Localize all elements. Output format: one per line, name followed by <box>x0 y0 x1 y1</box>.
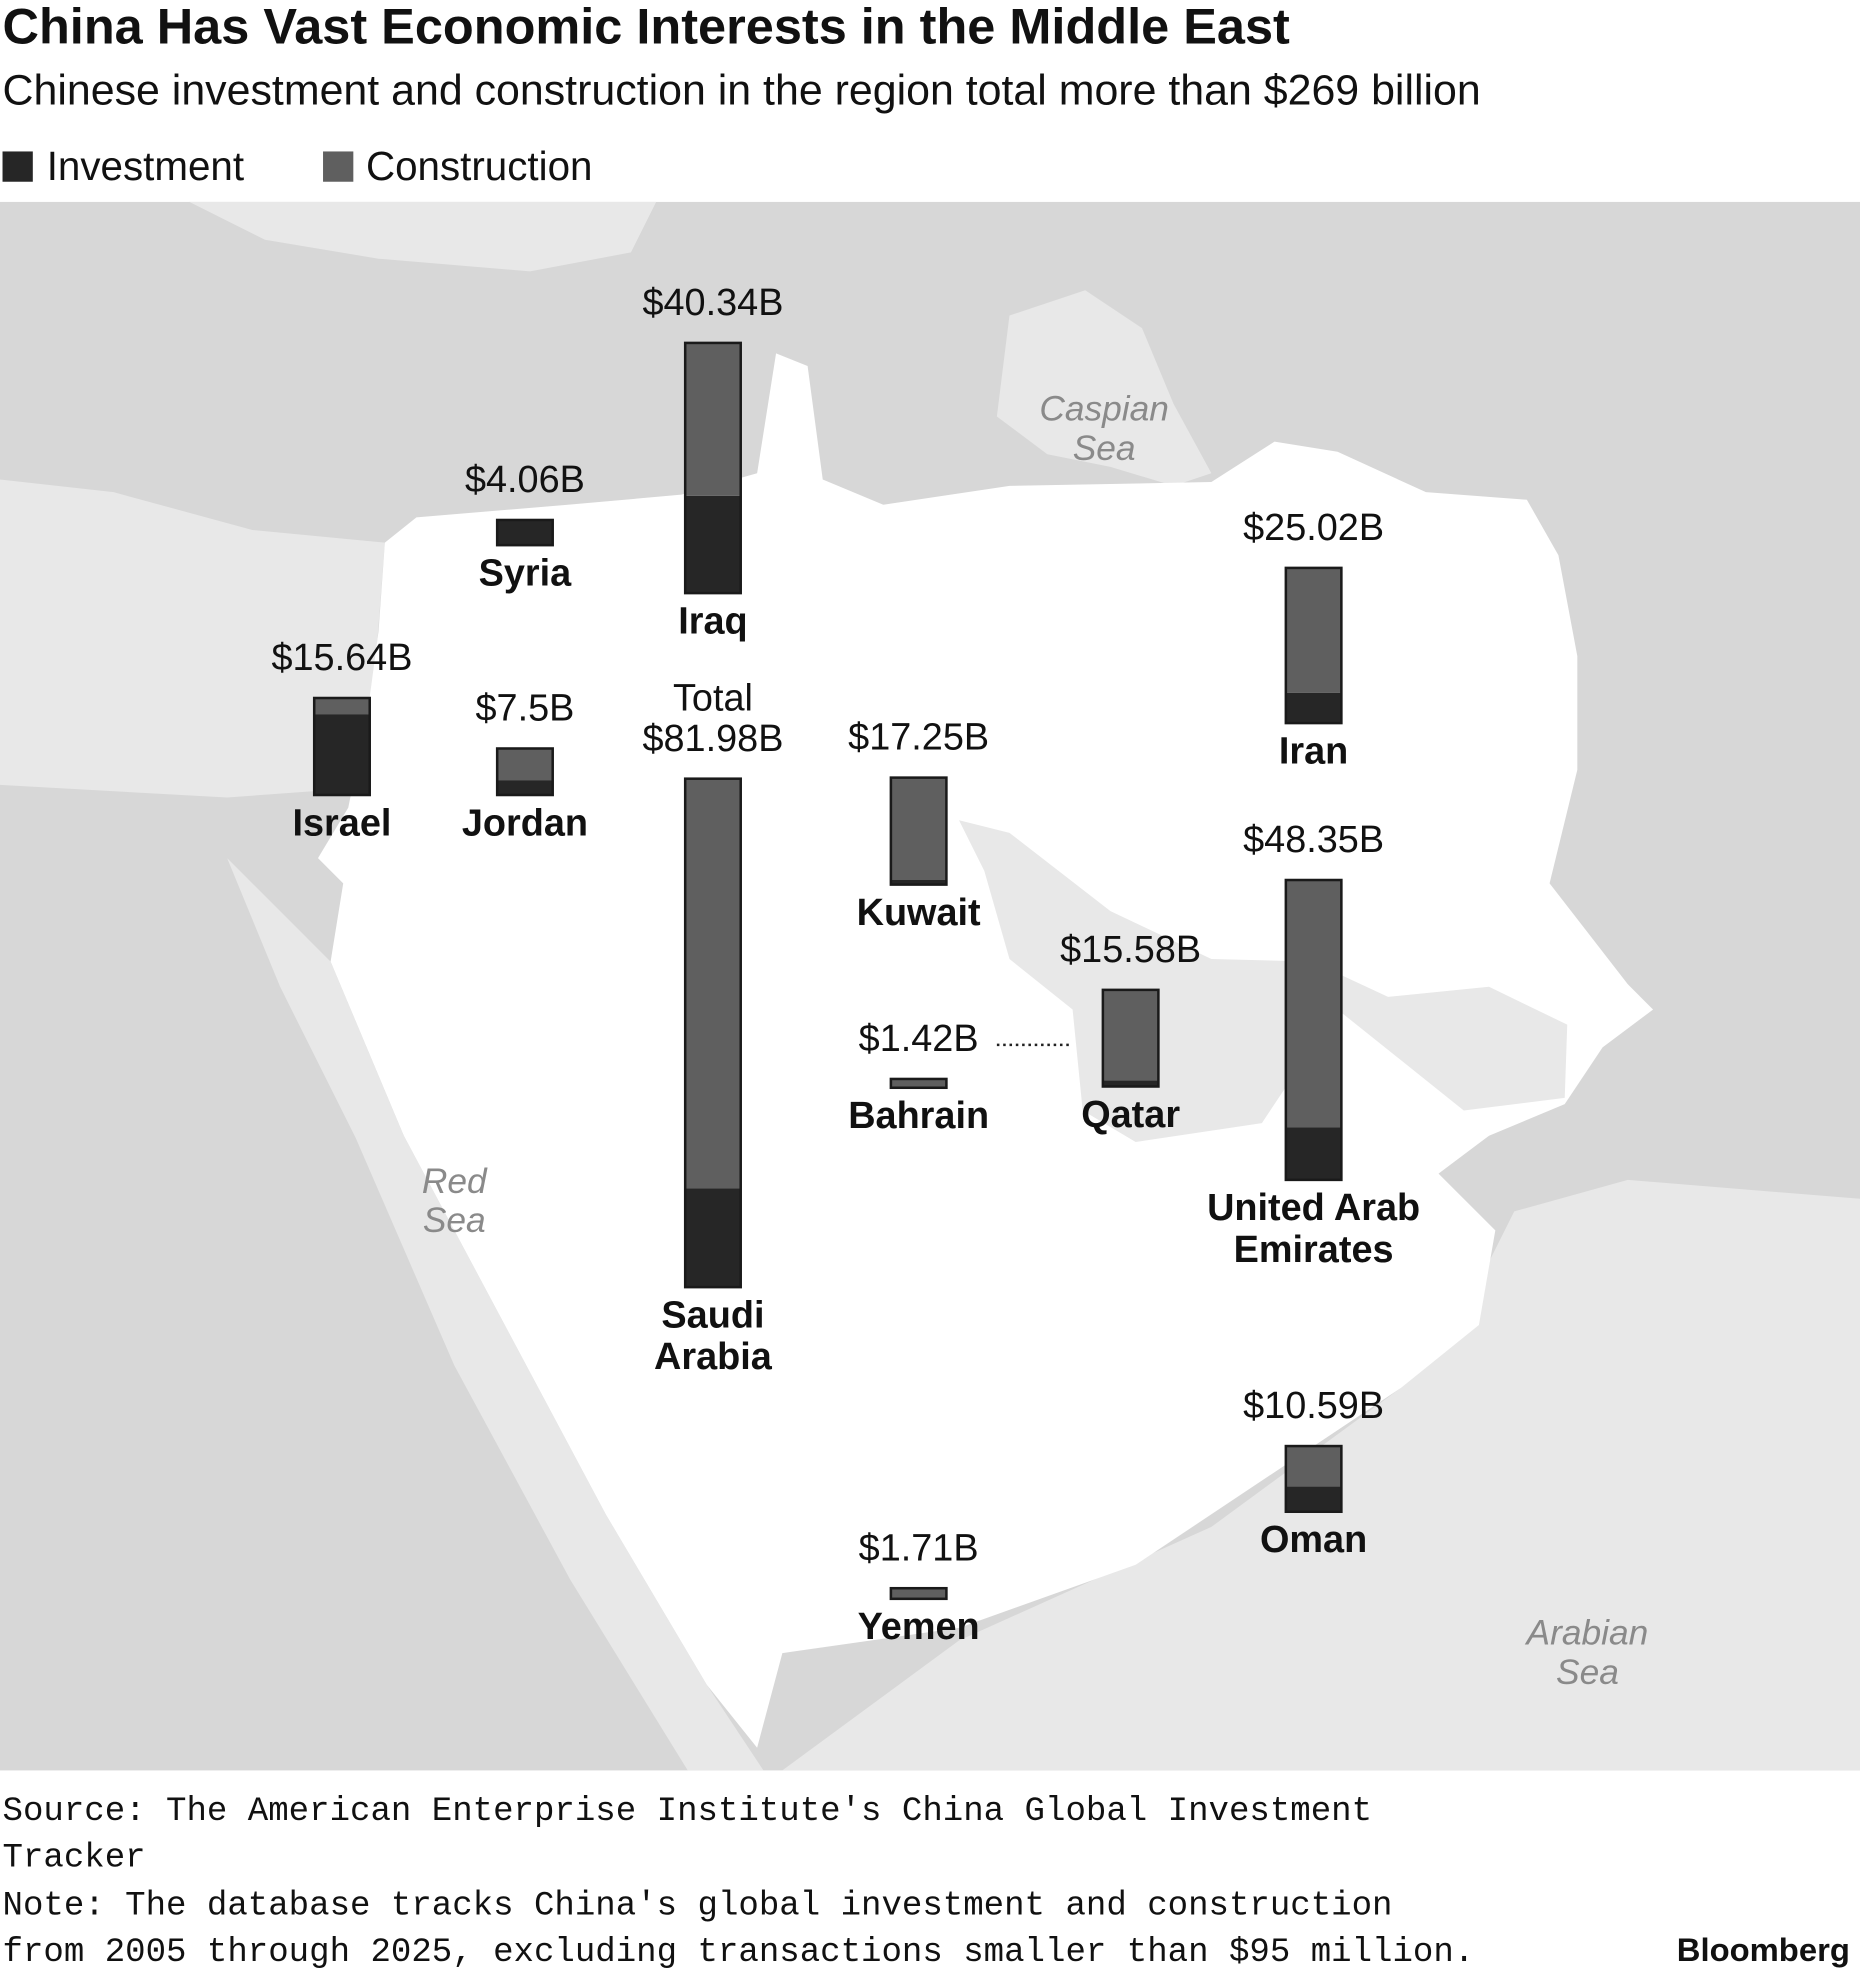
country-label: Arabia <box>654 1336 773 1378</box>
note: from 2005 through 2025, excluding transa… <box>3 1934 1475 1972</box>
brand: Bloomberg <box>1677 1931 1850 1968</box>
bar-outline <box>495 518 554 547</box>
country-label: Iran <box>1279 730 1348 772</box>
bar-outline <box>312 696 371 797</box>
bar-segment <box>890 1588 947 1599</box>
value-label: $48.35B <box>1243 819 1384 861</box>
value-label: $4.06B <box>465 459 585 501</box>
bar-outline <box>683 777 742 1289</box>
chart-title: China Has Vast Economic Interests in the… <box>3 0 1290 55</box>
bar-segment <box>890 1078 947 1088</box>
value-label: $10.59B <box>1243 1385 1384 1427</box>
bar-outline <box>495 747 554 797</box>
water-label: Red <box>422 1162 488 1201</box>
value-label: $17.25B <box>848 717 989 759</box>
bar-segment <box>1285 1446 1342 1487</box>
source: Tracker <box>3 1840 146 1878</box>
country-label: Qatar <box>1081 1094 1180 1136</box>
bar-segment <box>497 748 553 781</box>
country-label: Jordan <box>462 802 588 844</box>
bar-segment <box>497 780 553 796</box>
bar-segment <box>314 714 370 796</box>
bar-segment <box>1285 1486 1342 1512</box>
value-label: $40.34B <box>642 282 783 324</box>
legend-swatch <box>323 151 354 182</box>
bar-segment <box>890 777 947 880</box>
bar-segment <box>685 495 741 594</box>
water-label: Sea <box>1556 1653 1619 1692</box>
country-label: Israel <box>293 802 392 844</box>
country-label: Iraq <box>678 600 747 642</box>
source: Source: The American Enterprise Institut… <box>3 1793 1373 1831</box>
bar-outline <box>683 341 742 595</box>
value-label: $15.58B <box>1060 929 1201 971</box>
bar-segment <box>685 1188 741 1288</box>
water-label: Arabian <box>1525 1614 1649 1653</box>
bar-segment <box>314 698 370 715</box>
bar-segment <box>1285 1127 1342 1180</box>
bar-segment <box>890 879 947 885</box>
bar-segment <box>497 519 553 546</box>
bar-outline <box>1284 1444 1343 1514</box>
water-label: Sea <box>1073 429 1136 468</box>
country-label: Kuwait <box>857 892 981 934</box>
legend-label: Construction <box>366 143 593 189</box>
country-label: Saudi <box>661 1294 764 1336</box>
red-sea <box>227 858 764 1771</box>
country-label: Bahrain <box>848 1095 989 1137</box>
value-label: $81.98B <box>642 718 783 760</box>
bar-outline <box>889 776 948 886</box>
bar-segment <box>685 342 741 496</box>
chart-subtitle: Chinese investment and construction in t… <box>3 67 1481 115</box>
value-label: $1.71B <box>859 1527 979 1569</box>
bar-outline <box>889 1077 948 1090</box>
black-sea <box>189 201 657 272</box>
bar-outline <box>1284 878 1343 1182</box>
bar-segment <box>685 778 741 1189</box>
bar-segment <box>1285 567 1342 693</box>
water-label: Caspian <box>1039 390 1169 429</box>
map <box>0 201 1860 1771</box>
country-label: Oman <box>1260 1519 1367 1561</box>
bar-outline <box>1284 566 1343 725</box>
bar-outline <box>1101 988 1160 1088</box>
legend-swatch <box>2 151 33 182</box>
mediterranean-sea <box>0 479 385 798</box>
value-label: $15.64B <box>271 637 412 679</box>
note: Note: The database tracks China's global… <box>3 1887 1393 1925</box>
legend-label: Investment <box>47 143 244 189</box>
bar-segment <box>1285 880 1342 1128</box>
country-label: Emirates <box>1234 1229 1394 1271</box>
bar-segment <box>1285 692 1342 724</box>
value-label: $25.02B <box>1243 507 1384 549</box>
caspian-sea <box>996 290 1212 486</box>
bar-segment <box>1102 1080 1159 1087</box>
value-label: $7.5B <box>475 688 574 730</box>
bar-outline <box>889 1586 948 1601</box>
country-label: Syria <box>479 552 573 594</box>
country-label: Yemen <box>858 1606 980 1648</box>
water-label: Sea <box>423 1201 486 1240</box>
bar-segment <box>1102 989 1159 1081</box>
country-label: United Arab <box>1207 1187 1420 1229</box>
total-note: Total <box>673 677 753 719</box>
value-label: $1.42B <box>859 1018 979 1060</box>
